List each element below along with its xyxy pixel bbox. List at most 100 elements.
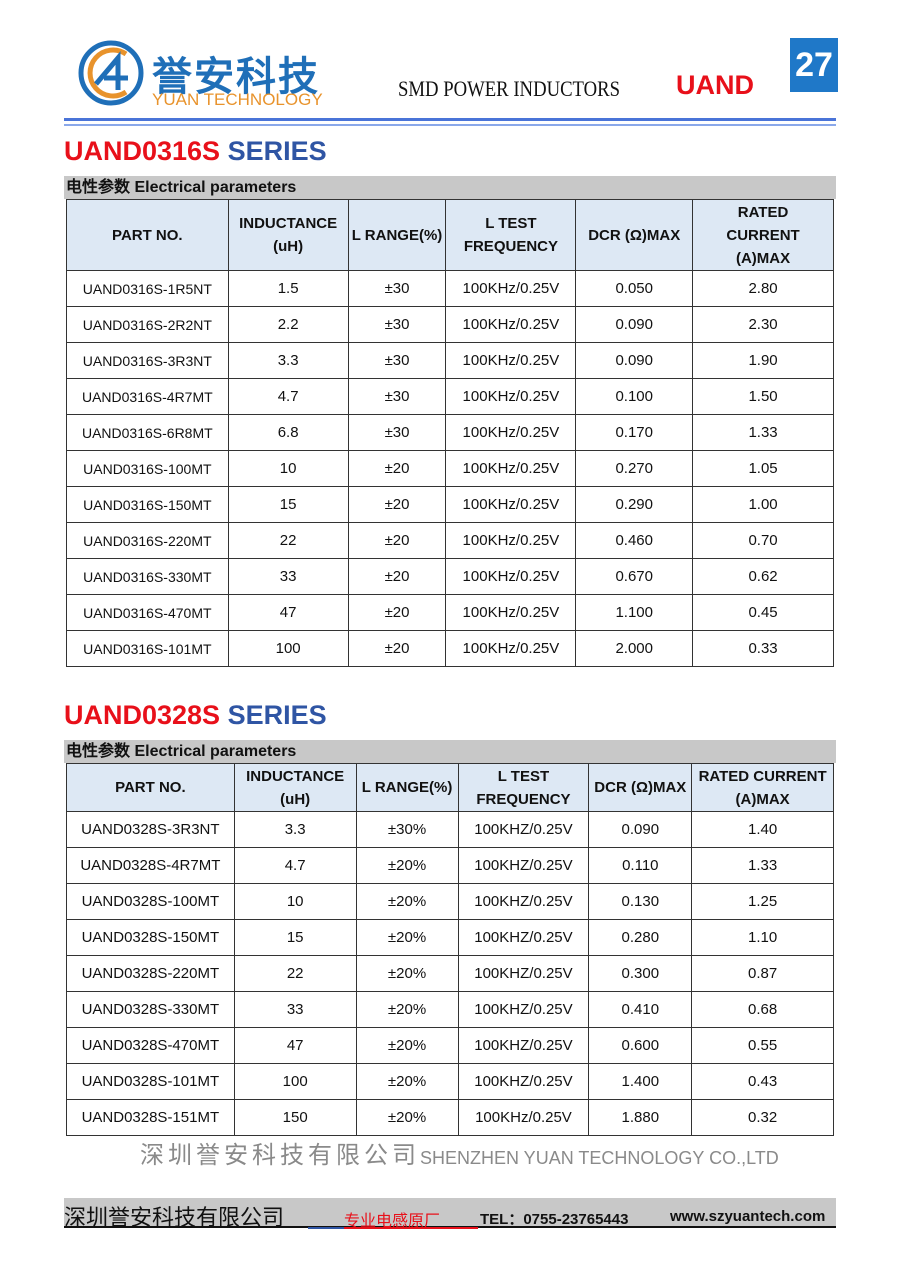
table-row: UAND0316S-150MT 15 ±20 100KHz/0.25V 0.290 1.0… (66, 486, 834, 523)
table-cell: ±20% (355, 955, 459, 992)
table-row: UAND0316S-4R7MT 4.7 ±30 100KHz/0.25V 0.100 1.… (66, 378, 834, 415)
brand-name-cn: 誉安科技 (152, 55, 320, 99)
footer-website: www.szyuantech.com (670, 1208, 826, 1225)
table-cell: 100KHz/0.25V (445, 594, 577, 631)
table-row: UAND0316S-470MT 47 ±20 100KHz/0.25V 1.100 0.4… (66, 594, 834, 631)
table-cell: 1.50 (692, 378, 834, 415)
table-cell: 100KHZ/0.25V (457, 919, 590, 956)
header-divider (64, 118, 836, 126)
table-cell: 1.5 (227, 270, 349, 307)
table-cell: 0.280 (588, 919, 693, 956)
table-cell: 1.40 (691, 811, 834, 848)
table-cell: UAND0316S-2R2NT (66, 306, 229, 343)
series-code: UAND0316S (64, 136, 221, 166)
document-title: SMD POWER INDUCTORS (398, 76, 621, 101)
table-cell: 0.050 (575, 270, 694, 307)
table-cell: 100KHZ/0.25V (457, 955, 590, 992)
column-header: RATED CURRENT (A)MAX (691, 763, 834, 812)
table-row: UAND0316S-100MT 10 ±20 100KHz/0.25V 0.270 1.0… (66, 450, 834, 487)
table-cell: 22 (227, 522, 349, 559)
table-cell: 0.290 (575, 486, 694, 523)
table-cell: 0.090 (588, 811, 693, 848)
table-cell: 4.7 (233, 847, 357, 884)
table-cell: 1.05 (692, 450, 834, 487)
table-cell: 0.70 (692, 522, 834, 559)
table-cell: 0.090 (575, 306, 694, 343)
table-row: UAND0328S-330MT 33 ±20% 100KHZ/0.25V 0.410 0.… (66, 991, 834, 1028)
table-cell: ±30 (347, 414, 447, 451)
table-cell: UAND0316S-3R3NT (66, 342, 229, 379)
table-cell: 100KHZ/0.25V (457, 1063, 590, 1100)
table-cell: UAND0328S-330MT (66, 991, 235, 1028)
table-cell: UAND0328S-470MT (66, 1027, 235, 1064)
column-header: DCR (Ω)MAX (575, 199, 694, 271)
table-cell: 3.3 (233, 811, 357, 848)
table-cell: 1.33 (691, 847, 834, 884)
table-cell: UAND0316S-4R7MT (66, 378, 229, 415)
table-cell: ±20% (355, 883, 459, 920)
table-row: UAND0316S-330MT 33 ±20 100KHz/0.25V 0.670 0.6… (66, 558, 834, 595)
table-row: UAND0316S-2R2NT 2.2 ±30 100KHz/0.25V 0.090 2.… (66, 306, 834, 343)
column-header: RATED CURRENT (A)MAX (692, 199, 834, 271)
series-word: SERIES (227, 700, 327, 730)
table-cell: 0.670 (575, 558, 694, 595)
footer-slogan: 专业电感原厂 (344, 1213, 441, 1230)
table-cell: 0.62 (692, 558, 834, 595)
table-cell: UAND0316S-6R8MT (66, 414, 229, 451)
table-cell: 0.55 (691, 1027, 834, 1064)
table-cell: 150 (233, 1099, 357, 1136)
table-cell: 2.2 (227, 306, 349, 343)
table-cell: 0.43 (691, 1063, 834, 1100)
table-cell: 100KHz/0.25V (445, 486, 577, 523)
table-cell: 0.110 (588, 847, 693, 884)
table-cell: 1.880 (588, 1099, 693, 1136)
table-cell: ±20% (355, 1027, 459, 1064)
table-cell: 100KHz/0.25V (445, 306, 577, 343)
table-cell: UAND0316S-330MT (66, 558, 229, 595)
table-cell: ±20 (347, 486, 447, 523)
column-header: INDUCTANCE (uH) (233, 763, 357, 812)
column-header: PART NO. (66, 763, 235, 812)
table-cell: 100KHz/0.25V (445, 522, 577, 559)
table-cell: 0.270 (575, 450, 694, 487)
parameters-table: PART NO. INDUCTANCE (uH) L RANGE(%) L TEST … (66, 199, 834, 667)
table-cell: ±20 (347, 558, 447, 595)
series-title: UAND0328S SERIES (64, 700, 327, 731)
table-row: UAND0316S-220MT 22 ±20 100KHz/0.25V 0.460 0.7… (66, 522, 834, 559)
table-cell: UAND0316S-100MT (66, 450, 229, 487)
table-cell: 1.25 (691, 883, 834, 920)
table-cell: 1.10 (691, 919, 834, 956)
table-cell: 100KHz/0.25V (445, 342, 577, 379)
table-cell: UAND0328S-150MT (66, 919, 235, 956)
table-cell: ±20 (347, 594, 447, 631)
table-cell: ±30 (347, 306, 447, 343)
section-bar: 电性参数 Electrical parameters (64, 176, 836, 199)
table-cell: 10 (233, 883, 357, 920)
column-header: DCR (Ω)MAX (588, 763, 693, 812)
table-cell: 0.460 (575, 522, 694, 559)
table-cell: 0.410 (588, 991, 693, 1028)
table-cell: 0.170 (575, 414, 694, 451)
footer-bar (64, 1198, 836, 1228)
table-cell: 100KHz/0.25V (445, 630, 577, 667)
footer-phone: TEL：0755-23765443 (480, 1211, 629, 1228)
table-cell: 47 (227, 594, 349, 631)
section-bar: 电性参数 Electrical parameters (64, 740, 836, 763)
table-cell: ±20 (347, 630, 447, 667)
table-cell: 33 (233, 991, 357, 1028)
product-code: UAND (676, 70, 754, 100)
table-cell: 15 (227, 486, 349, 523)
watermark-cn: 深圳誉安科技有限公司 (140, 1142, 420, 1169)
table-cell: ±30% (355, 811, 459, 848)
brand-name-en: YUAN TECHNOLOGY (152, 90, 323, 109)
table-row: UAND0316S-1R5NT 1.5 ±30 100KHz/0.25V 0.050 2.… (66, 270, 834, 307)
table-cell: 0.090 (575, 342, 694, 379)
table-cell: 3.3 (227, 342, 349, 379)
table-cell: UAND0316S-1R5NT (66, 270, 229, 307)
table-cell: 15 (233, 919, 357, 956)
table-cell: 6.8 (227, 414, 349, 451)
parameters-table: PART NO. INDUCTANCE (uH) L RANGE(%) L TEST … (66, 763, 834, 1136)
table-cell: 100KHZ/0.25V (457, 1027, 590, 1064)
table-cell: 100KHz/0.25V (457, 1099, 590, 1136)
table-row: UAND0328S-100MT 10 ±20% 100KHZ/0.25V 0.130 1.… (66, 883, 834, 920)
